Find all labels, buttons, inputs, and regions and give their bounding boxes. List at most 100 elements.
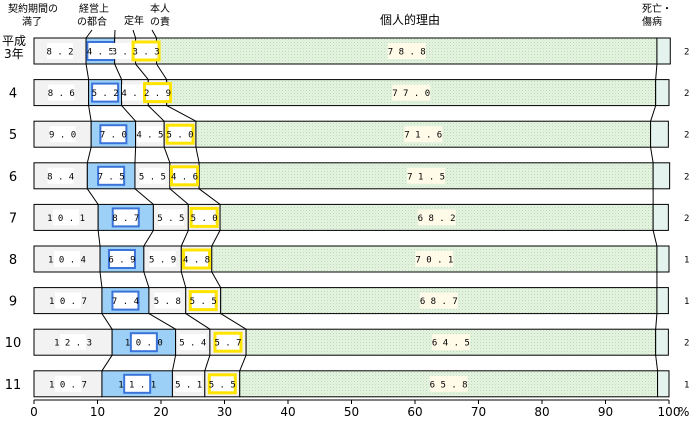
value-label-business-7: 1 0 . 0: [125, 339, 163, 349]
label-box-self-3: [169, 165, 199, 187]
value-label-personal-3: 7 1 . 5: [407, 172, 445, 182]
connector-line-6-4: [220, 313, 247, 330]
value-label-contract-6: 1 0 . 7: [49, 297, 87, 307]
label-bg-personal-2: [404, 126, 443, 143]
value-label-death-2: 2 . 8: [684, 131, 695, 141]
value-label-personal-0: 7 8 . 8: [388, 48, 426, 58]
value-label-personal-1: 7 7 . 0: [392, 89, 430, 99]
header-connector-1: [85, 29, 93, 39]
value-label-contract-8: 1 0 . 7: [49, 380, 87, 390]
value-label-contract-7: 1 2 . 3: [54, 339, 92, 349]
x-tick-label-80: 80: [534, 405, 549, 419]
value-label-death-7: 2 . 0: [684, 339, 695, 349]
label-bg-contract-6: [54, 292, 81, 309]
x-tick-label-10: 10: [90, 405, 105, 419]
label-bg-retire-6: [154, 292, 181, 309]
label-box-self-8: [207, 373, 237, 395]
label-box-business-2: [99, 124, 128, 145]
connector-line-2-2: [134, 147, 137, 163]
connector-line-1-5: [650, 105, 657, 122]
category-label-8: 11: [5, 378, 22, 393]
value-label-death-5: 1 . 9: [684, 256, 695, 266]
connector-line-7-2: [171, 355, 177, 371]
value-label-personal-4: 6 8 . 2: [418, 214, 456, 224]
label-bg-personal-7: [431, 334, 470, 351]
bar-death-1: [655, 79, 670, 107]
connector-line-1-2: [121, 105, 136, 122]
label-box-self-5: [182, 248, 212, 270]
label-bg-contract-4: [53, 209, 80, 226]
connector-line-5-2: [143, 271, 150, 288]
value-label-death-4: 2 . 4: [684, 214, 695, 224]
x-tick-label-40: 40: [280, 405, 295, 419]
value-label-personal-8: 6 5 . 8: [430, 380, 468, 390]
connector-line-3-4: [198, 188, 221, 205]
x-tick-label-60: 60: [407, 405, 422, 419]
category-label-0-b: 3年: [4, 47, 24, 61]
value-label-retire-3: 5 . 5: [139, 172, 166, 182]
value-label-self-4: 5 . 0: [191, 214, 218, 224]
header-retire: 定年: [124, 14, 144, 27]
connector-line-0-4: [156, 63, 168, 80]
label-bg-personal-6: [419, 292, 458, 309]
header-death-line2: 傷病: [642, 15, 662, 28]
connector-line-1-3: [147, 105, 165, 122]
x-tick-label-20: 20: [153, 405, 168, 419]
value-label-contract-1: 8 . 6: [48, 89, 75, 99]
header-connector-4: [151, 29, 157, 39]
x-tick-label-0: 0: [30, 405, 38, 419]
label-box-business-3: [97, 165, 126, 186]
connector-line-2-5: [650, 147, 654, 163]
value-label-self-3: 4 . 6: [171, 172, 198, 182]
bar-death-2: [650, 120, 669, 148]
connector-line-7-3: [204, 355, 211, 371]
label-bg-contract-7: [60, 334, 87, 351]
label-bg-personal-8: [429, 375, 468, 392]
bar-death-4: [652, 203, 669, 231]
value-label-death-6: 1 . 8: [684, 297, 695, 307]
connector-line-7-5: [655, 355, 659, 371]
connector-line-7-1: [101, 354, 113, 372]
label-box-business-5: [107, 249, 136, 269]
value-label-contract-5: 1 0 . 4: [48, 256, 86, 266]
label-box-self-0: [131, 40, 161, 62]
label-bg-personal-5: [415, 251, 454, 267]
value-label-personal-6: 6 8 . 7: [420, 297, 458, 307]
label-box-self-1: [143, 82, 173, 104]
connector-line-4-2: [143, 230, 154, 247]
bar-death-0: [656, 37, 671, 65]
bar-death-6: [656, 287, 669, 315]
value-label-retire-6: 5 . 8: [154, 297, 181, 307]
bar-death-7: [655, 328, 669, 356]
category-label-7: 10: [5, 336, 22, 351]
value-label-retire-2: 4 . 5: [136, 131, 163, 141]
connector-line-0-1: [85, 63, 90, 80]
label-box-self-7: [213, 331, 243, 353]
value-label-self-1: 2 . 9: [144, 89, 171, 99]
connector-line-6-1: [101, 313, 113, 330]
connector-line-2-1: [86, 147, 92, 163]
category-label-6: 9: [9, 295, 17, 310]
value-label-business-2: 7 . 0: [100, 131, 127, 141]
connector-line-5-4: [211, 271, 222, 288]
connector-line-6-5: [655, 313, 658, 330]
label-bg-retire-3: [139, 167, 166, 184]
value-label-personal-2: 7 1 . 6: [404, 131, 442, 141]
value-label-business-1: 5 . 2: [92, 89, 119, 99]
value-label-retire-5: 5 . 9: [149, 256, 176, 266]
header-contract-line2: 満了: [22, 16, 42, 28]
x-tick-label-70: 70: [471, 405, 486, 419]
label-box-business-7: [129, 332, 158, 353]
value-label-retire-1: 4 . 2: [121, 89, 148, 99]
x-axis-unit: %: [678, 405, 689, 419]
label-box-self-6: [188, 290, 218, 312]
value-label-self-7: 5 . 7: [214, 339, 241, 349]
value-label-retire-7: 5 . 4: [179, 339, 206, 349]
label-bg-retire-5: [149, 251, 176, 267]
connector-line-0-3: [135, 63, 149, 80]
label-bg-retire-8: [175, 375, 202, 392]
header-personal: 個人的理由: [380, 12, 440, 27]
connector-line-5-3: [180, 271, 187, 288]
connector-line-4-5: [652, 230, 658, 247]
